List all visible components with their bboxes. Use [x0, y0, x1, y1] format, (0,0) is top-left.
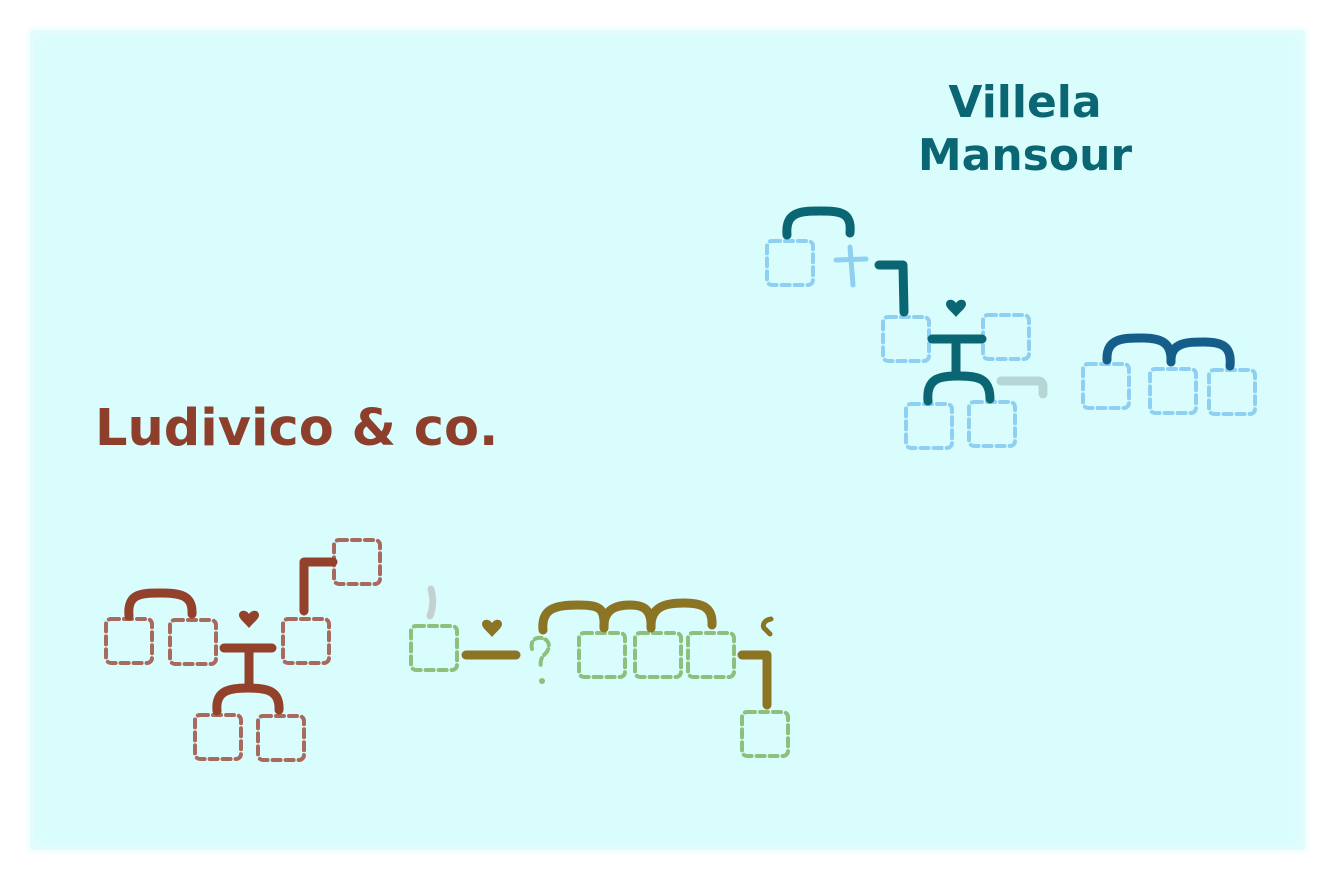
heart-icon — [482, 619, 502, 637]
child-connector — [874, 260, 909, 317]
person-box[interactable] — [104, 617, 154, 665]
children-connector — [538, 598, 717, 635]
faded-connector — [426, 585, 437, 620]
child-connector — [737, 650, 772, 710]
person-box[interactable] — [577, 631, 627, 679]
person-box[interactable] — [409, 624, 459, 672]
family-title-villela-mansour: Villela Mansour — [900, 76, 1150, 182]
person-box[interactable] — [193, 713, 243, 761]
parent-connector — [782, 206, 855, 240]
person-box[interactable] — [686, 631, 736, 679]
faded-connector — [996, 376, 1048, 399]
person-box[interactable] — [332, 538, 382, 586]
person-box[interactable] — [740, 710, 790, 758]
unknown-dot — [539, 678, 545, 684]
person-box[interactable] — [1148, 367, 1198, 415]
children-connector — [923, 371, 995, 406]
heart-icon — [946, 299, 966, 317]
family-title-ludivico: Ludivico & co. — [95, 399, 499, 458]
children-connector — [212, 683, 284, 716]
person-box[interactable] — [168, 618, 218, 666]
person-box[interactable] — [256, 714, 306, 762]
child-connector — [299, 557, 338, 616]
broken-heart-icon — [760, 616, 774, 637]
title-line-1: Villela — [948, 77, 1102, 128]
cross-icon — [833, 244, 869, 288]
person-box[interactable] — [633, 631, 683, 679]
parent-connector — [124, 588, 197, 621]
background-board — [30, 30, 1305, 850]
sibling-connector — [1102, 333, 1235, 371]
heart-icon — [239, 610, 259, 628]
person-box[interactable] — [281, 617, 331, 665]
person-box[interactable] — [765, 239, 815, 287]
unknown-icon — [529, 635, 551, 669]
title-line-2: Mansour — [917, 130, 1133, 181]
